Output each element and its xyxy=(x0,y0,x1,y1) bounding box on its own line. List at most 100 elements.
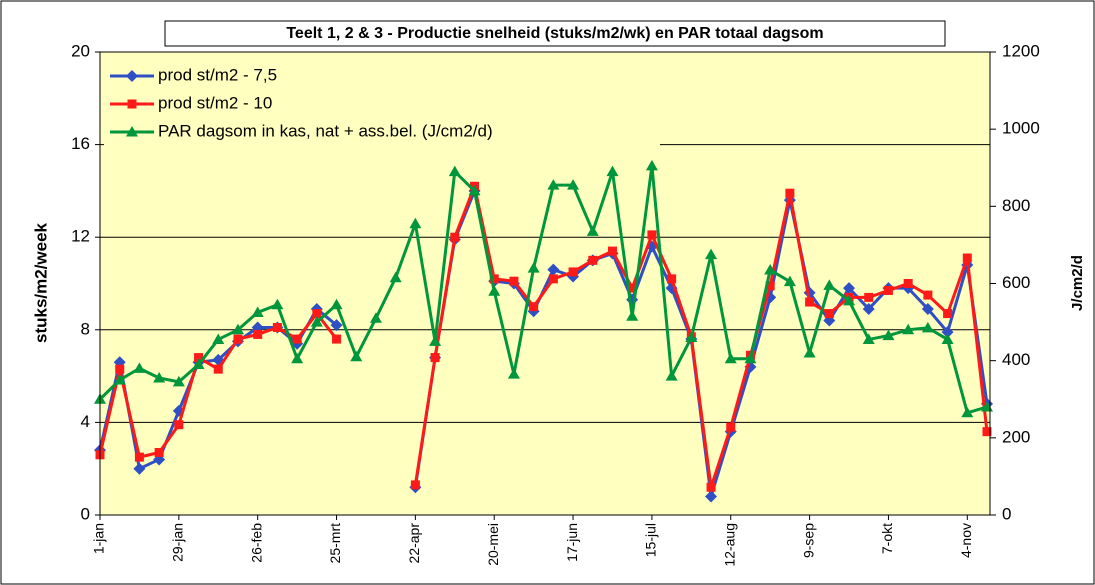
data-point xyxy=(174,420,184,430)
data-point xyxy=(213,364,223,374)
data-point xyxy=(705,248,718,260)
x-tick-label: 7-okt xyxy=(879,523,895,554)
legend-marker xyxy=(126,126,138,137)
data-point xyxy=(883,285,893,295)
data-point xyxy=(547,179,560,190)
data-point xyxy=(705,490,718,503)
data-point xyxy=(330,319,343,332)
data-point xyxy=(291,352,304,364)
data-point xyxy=(133,462,146,475)
data-point xyxy=(923,290,933,300)
data-point xyxy=(843,294,856,306)
y2-tick-label: 0 xyxy=(1002,504,1011,523)
data-point xyxy=(330,298,343,310)
data-point xyxy=(450,232,460,242)
legend-box xyxy=(104,56,660,150)
x-tick-label: 15-jul xyxy=(643,523,659,557)
data-point xyxy=(805,297,815,307)
y2-axis-label: J/cm2/d xyxy=(1069,255,1086,311)
data-point xyxy=(133,362,146,373)
data-point xyxy=(647,230,657,240)
data-point xyxy=(430,353,440,363)
data-point xyxy=(626,310,639,321)
data-point xyxy=(509,276,519,286)
data-point xyxy=(724,352,737,364)
data-point xyxy=(488,285,501,296)
plot-border xyxy=(99,51,991,516)
data-point xyxy=(350,350,363,362)
data-point xyxy=(685,331,698,343)
data-point xyxy=(726,422,736,432)
data-point xyxy=(941,333,954,344)
data-point xyxy=(233,334,243,344)
data-point xyxy=(468,184,481,196)
y2-tick-label: 400 xyxy=(1002,350,1030,369)
x-tick-label: 12-aug xyxy=(721,523,737,567)
data-point xyxy=(272,322,282,332)
data-point xyxy=(134,452,144,462)
y-tick-label: 4 xyxy=(81,412,90,431)
data-point xyxy=(567,179,580,190)
x-tick-label: 26-feb xyxy=(248,523,264,563)
y-axis-label: stuks/m2/week xyxy=(31,222,50,343)
y2-tick-label: 800 xyxy=(1002,196,1030,215)
x-tick-label: 22-apr xyxy=(406,523,422,564)
data-point xyxy=(627,283,637,293)
data-point xyxy=(785,188,795,198)
data-point xyxy=(548,274,558,284)
data-point xyxy=(153,372,166,383)
x-tick-label: 17-jun xyxy=(564,523,580,562)
data-point xyxy=(369,312,382,323)
data-point xyxy=(823,279,836,290)
data-point xyxy=(586,225,599,236)
data-point xyxy=(765,281,775,291)
data-point xyxy=(547,263,560,276)
data-point xyxy=(783,275,796,287)
x-tick-label: 4-nov xyxy=(958,523,974,558)
data-point xyxy=(824,309,834,319)
y-tick-label: 16 xyxy=(71,134,90,153)
data-point xyxy=(645,159,658,171)
data-point xyxy=(921,302,934,315)
data-point xyxy=(962,253,972,263)
data-point xyxy=(568,267,578,277)
data-point xyxy=(706,482,716,492)
data-point xyxy=(192,358,205,370)
y2-tick-label: 1200 xyxy=(1002,41,1040,60)
data-point xyxy=(902,323,915,335)
data-point xyxy=(843,282,856,295)
data-point xyxy=(172,375,185,387)
data-point xyxy=(389,271,402,283)
data-point xyxy=(864,292,874,302)
data-point xyxy=(410,480,420,490)
chart-title: Teelt 1, 2 & 3 - Productie snelheid (stu… xyxy=(286,25,823,42)
legend-label: PAR dagsom in kas, nat + ass.bel. (J/cm2… xyxy=(158,121,493,140)
y-tick-label: 0 xyxy=(81,504,90,523)
x-tick-label: 25-mrt xyxy=(327,523,343,564)
x-tick-label: 20-mei xyxy=(485,523,501,566)
data-point xyxy=(588,255,598,265)
data-point xyxy=(903,279,913,288)
data-point xyxy=(448,165,461,177)
data-point xyxy=(113,373,126,385)
data-point xyxy=(665,370,678,381)
data-point xyxy=(882,329,895,341)
y2-tick-label: 600 xyxy=(1002,273,1030,292)
y2-tick-label: 200 xyxy=(1002,427,1030,446)
legend-label: prod st/m2 - 7,5 xyxy=(158,65,277,84)
y-tick-label: 20 xyxy=(71,41,90,60)
legend-label: prod st/m2 - 10 xyxy=(158,93,272,112)
data-point xyxy=(862,333,875,344)
data-point xyxy=(606,165,619,177)
data-point xyxy=(253,329,263,339)
data-point xyxy=(527,262,540,273)
y-tick-label: 8 xyxy=(81,319,90,338)
data-point xyxy=(251,306,264,317)
data-point xyxy=(292,334,302,344)
data-point xyxy=(667,274,677,284)
data-point xyxy=(744,352,757,364)
data-point xyxy=(921,321,934,333)
x-tick-label: 1-jan xyxy=(91,523,107,554)
data-point xyxy=(429,335,442,346)
